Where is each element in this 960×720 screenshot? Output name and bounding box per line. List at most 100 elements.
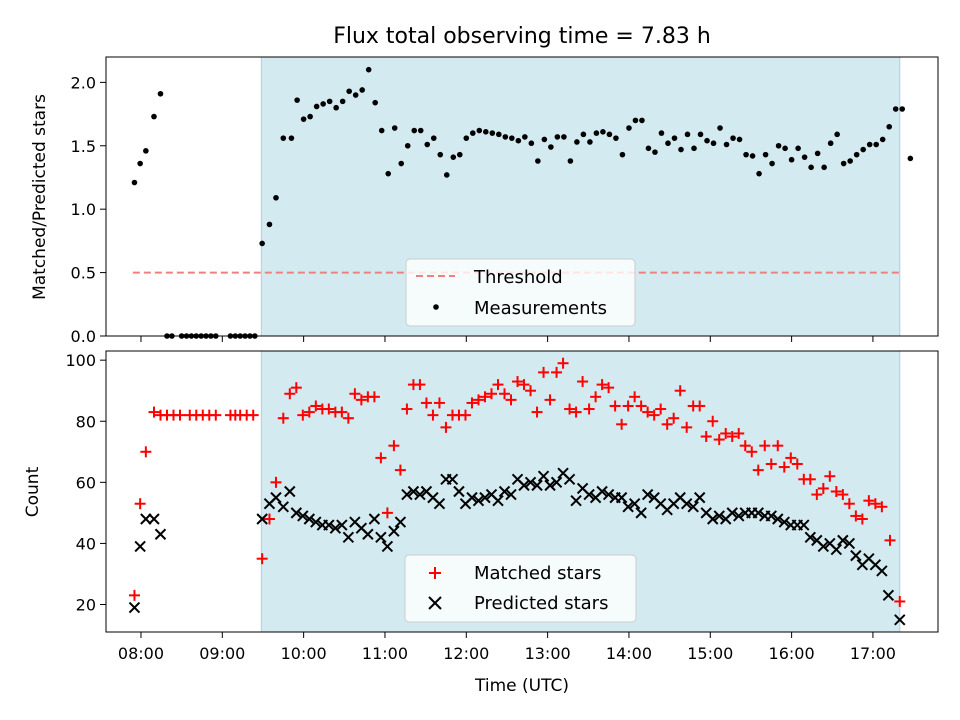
matched-stars-point	[772, 440, 784, 452]
matched-stars-point	[791, 458, 803, 470]
measurement-point	[691, 145, 697, 152]
matched-stars-point	[247, 409, 259, 421]
predicted-stars-point	[290, 507, 303, 519]
y-tick-label: 1.0	[71, 200, 96, 219]
measurement-point	[333, 104, 339, 111]
measurement-point	[535, 158, 541, 164]
measurement-point	[391, 125, 398, 131]
measurement-point	[847, 158, 853, 164]
matched-stars-point	[310, 400, 322, 412]
measurement-point	[450, 154, 457, 160]
predicted-stars-point	[733, 510, 745, 522]
predicted-stars-point	[375, 531, 387, 544]
measurement-point	[456, 151, 463, 158]
measurement-point	[892, 106, 899, 112]
matched-stars-point	[349, 388, 361, 400]
predicted-stars-point	[778, 516, 790, 528]
x-tick-label: 12:00	[443, 644, 489, 663]
predicted-stars-point	[876, 565, 888, 577]
predicted-stars-point	[472, 494, 485, 507]
measurement-point	[671, 135, 678, 141]
top-panel: 0.00.51.01.52.0 Matched/Predicted stars …	[30, 56, 939, 346]
measurement-point	[801, 154, 808, 160]
measurement-point	[769, 160, 775, 167]
measurement-point	[143, 148, 149, 154]
measurement-point	[131, 179, 138, 186]
top-legend-box	[405, 258, 636, 327]
matched-stars-point	[544, 394, 556, 406]
measurement-point	[417, 127, 424, 134]
predicted-stars-point	[570, 494, 582, 507]
measurement-point	[821, 164, 827, 171]
predicted-stars-point	[297, 510, 309, 522]
measurement-point	[307, 113, 313, 120]
measurement-point	[288, 135, 295, 141]
measurement-point	[645, 145, 652, 152]
matched-stars-point	[525, 385, 537, 397]
matched-stars-point	[668, 412, 680, 424]
matched-stars-point	[479, 391, 491, 403]
predicted-stars-point	[524, 476, 537, 489]
predicted-stars-point	[270, 491, 282, 504]
predicted-stars-point	[596, 485, 608, 498]
predicted-stars-point	[492, 494, 504, 507]
matched-stars-point	[174, 409, 186, 421]
matched-stars-point	[531, 406, 543, 418]
matched-stars-point	[388, 440, 400, 452]
measurement-point	[280, 135, 287, 141]
measurement-point	[652, 149, 658, 155]
predicted-stars-point	[323, 519, 335, 531]
measurement-point	[365, 66, 372, 73]
matched-stars-point	[342, 412, 354, 424]
predicted-stars-point	[882, 589, 895, 602]
matched-stars-point	[811, 489, 823, 501]
x-tick-label: 10:00	[281, 644, 327, 663]
predicted-stars-point	[505, 488, 517, 501]
measurement-point	[567, 158, 574, 164]
matched-stars-point	[148, 406, 160, 418]
matched-stars-point	[694, 400, 706, 412]
x-tick-label: 14:00	[606, 644, 652, 663]
predicted-stars-point	[602, 488, 615, 501]
matched-stars-point	[375, 452, 387, 464]
measurement-point	[619, 151, 626, 158]
predicted-stars-point	[550, 476, 563, 489]
matched-stars-point	[629, 391, 641, 403]
measurement-point	[137, 160, 143, 167]
measurement-point	[313, 103, 320, 110]
measurement-point	[632, 117, 639, 124]
predicted-stars-point	[128, 601, 141, 614]
measurement-point	[665, 140, 671, 147]
measurement-point	[749, 153, 756, 159]
matched-stars-point	[256, 553, 268, 565]
y-tick-label: 100	[65, 351, 96, 370]
predicted-stars-point	[446, 473, 459, 485]
matched-stars-point	[401, 403, 413, 415]
matched-stars-point	[270, 476, 282, 488]
matched-stars-point	[733, 427, 745, 439]
measurement-point	[788, 156, 795, 163]
measurement-point	[476, 127, 483, 134]
matched-stars-point	[355, 394, 367, 406]
predicted-stars-point	[693, 491, 706, 504]
measurement-point	[684, 131, 691, 138]
measurement-point	[886, 123, 893, 130]
legend-threshold-label: Threshold	[473, 267, 563, 288]
matched-stars-point	[134, 498, 146, 510]
matched-stars-point	[856, 513, 868, 525]
matched-stars-point	[642, 406, 654, 418]
predicted-stars-point	[498, 485, 511, 498]
measurement-point	[554, 134, 561, 140]
measurement-point	[730, 135, 736, 141]
top-legend: Threshold Measurements	[405, 258, 636, 327]
measurement-point	[320, 101, 326, 107]
measurement-point	[294, 97, 300, 103]
matched-stars-point	[466, 397, 478, 409]
matched-stars-point	[759, 440, 771, 452]
matched-stars-point	[368, 391, 380, 403]
matched-stars-point	[297, 409, 309, 421]
matched-stars-point	[512, 376, 524, 388]
predicted-stars-point	[148, 513, 160, 525]
measurement-point	[496, 131, 502, 138]
measurement-point	[723, 141, 730, 148]
